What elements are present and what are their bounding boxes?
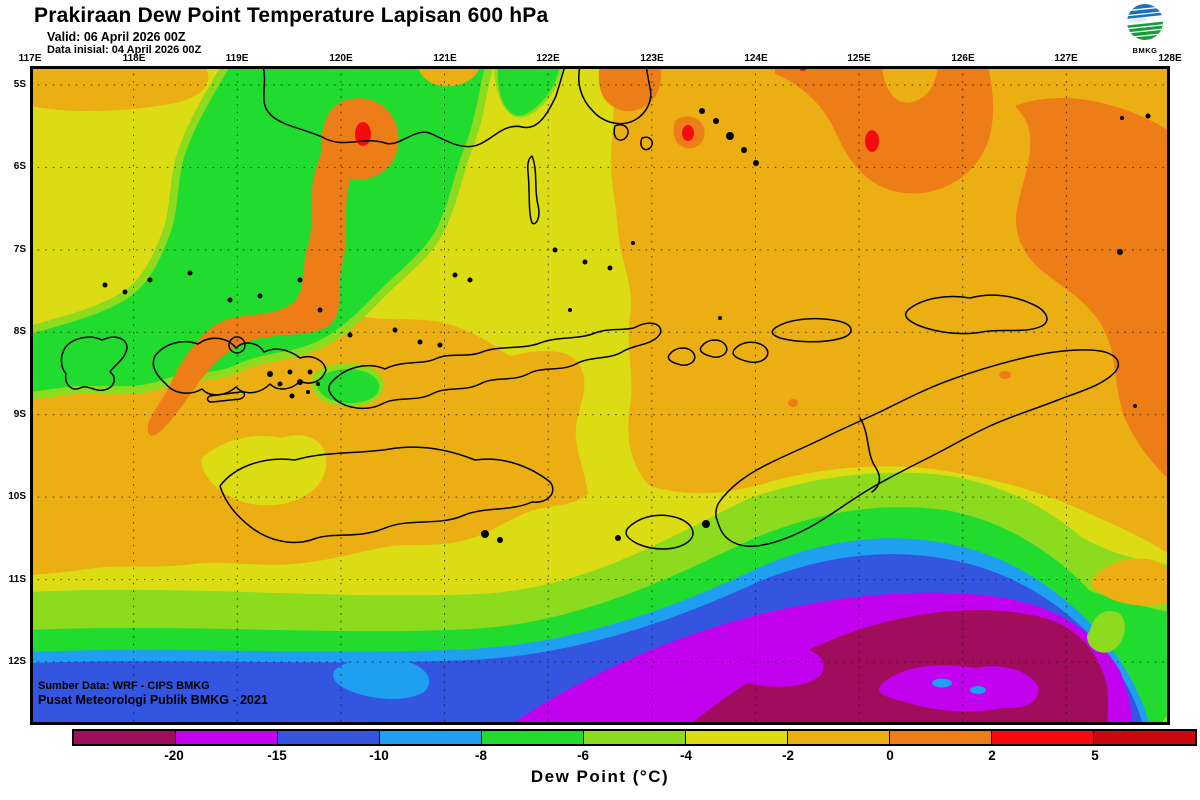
colorbar-tick: -20 (164, 748, 184, 763)
lon-label: 126E (951, 53, 975, 64)
colorbar-tick: -4 (679, 748, 692, 763)
lon-label: 122E (536, 53, 560, 64)
lon-label: 118E (122, 53, 146, 64)
bmkg-globe-icon (1127, 4, 1163, 40)
colorbar-segment (482, 731, 584, 744)
colorbar-segment (992, 731, 1094, 744)
lon-label: 117E (18, 53, 42, 64)
lat-label: 10S (8, 491, 26, 502)
colorbar-segment (278, 731, 380, 744)
colorbar-segment (1094, 731, 1195, 744)
colorbar-label: Dew Point (°C) (530, 767, 670, 786)
lat-label: 11S (8, 574, 26, 585)
forecast-map (30, 66, 1170, 725)
lon-label: 121E (433, 53, 457, 64)
contour-fills (30, 66, 1170, 725)
colorbar-tick: 5 (1091, 748, 1099, 763)
colorbar-segment (584, 731, 686, 744)
colorbar-segment (74, 731, 176, 744)
lon-label: 120E (329, 53, 353, 64)
lat-label: 6S (13, 161, 26, 172)
colorbar-tick: 2 (988, 748, 996, 763)
colorbar-tick: -15 (267, 748, 287, 763)
valid-time-label: Valid: 06 April 2026 00Z (47, 30, 186, 44)
source-data-label: Sumber Data: WRF - CIPS BMKG (38, 680, 210, 692)
lat-label: 12S (8, 656, 26, 667)
colorbar-tick: -8 (474, 748, 487, 763)
bmkg-logo-text: BMKG (1132, 46, 1158, 55)
lat-label: 8S (13, 326, 26, 337)
source-org-label: Pusat Meteorologi Publik BMKG - 2021 (38, 693, 268, 707)
bmkg-logo: BMKG (1121, 2, 1169, 55)
lon-label: 123E (640, 53, 664, 64)
lat-label: 7S (13, 244, 26, 255)
lon-label: 119E (225, 53, 249, 64)
map-frame (30, 66, 1170, 725)
graticule-grid (30, 66, 1170, 725)
lon-label: 125E (847, 53, 871, 64)
lon-label: 128E (1158, 53, 1182, 64)
colorbar-segment (788, 731, 890, 744)
lat-label: 9S (13, 409, 26, 420)
colorbar-segment (176, 731, 278, 744)
page-title: Prakiraan Dew Point Temperature Lapisan … (34, 4, 549, 27)
colorbar-segment (686, 731, 788, 744)
colorbar-segment (890, 731, 992, 744)
colorbar-segment (380, 731, 482, 744)
lon-label: 127E (1054, 53, 1078, 64)
colorbar (72, 729, 1197, 746)
colorbar-tick: 0 (886, 748, 894, 763)
initial-data-label: Data inisial: 04 April 2026 00Z (47, 44, 202, 56)
colorbar-tick: -10 (369, 748, 389, 763)
colorbar-tick: -2 (781, 748, 794, 763)
lat-label: 5S (13, 79, 26, 90)
colorbar-tick: -6 (576, 748, 589, 763)
lon-label: 124E (744, 53, 768, 64)
coastlines (60, 66, 1151, 550)
